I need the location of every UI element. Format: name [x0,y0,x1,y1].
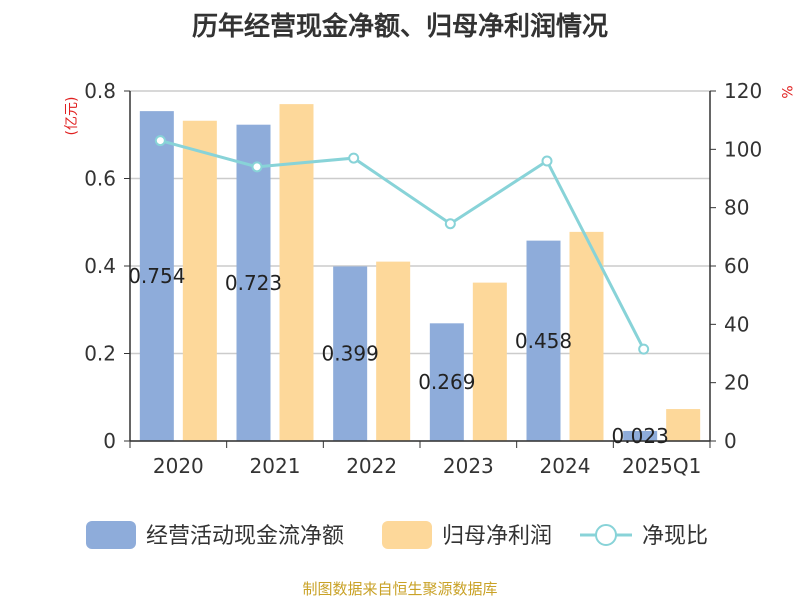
y-right-tick-label: 0 [724,429,737,453]
cashflow-bar [429,323,464,441]
cashflow-data-label: 0.458 [515,329,572,353]
chart-title: 历年经营现金净额、归母净利润情况 [191,12,608,42]
data-labels: 0.754 0.723 0.399 0.269 0.458 0.023 [128,264,669,448]
ratio-point [251,161,263,173]
cashflow-bar [333,266,368,441]
cashflow-bar [623,430,658,441]
net-profit-bar [376,261,411,441]
legend: 经营活动现金流净额 归母净利润 净现比 [86,521,708,549]
x-tick-label: 2024 [540,454,591,478]
x-tick-label: 2025Q1 [622,454,701,478]
legend-label-net-profit: 归母净利润 [442,524,552,549]
y-right-tick-label: 60 [724,254,749,278]
y-left-tick-label: 0 [103,429,116,453]
x-tick-label: 2020 [153,454,204,478]
cashflow-data-label: 0.269 [418,370,475,394]
cashflow-data-label: 0.399 [322,342,379,366]
cashflow-data-label: 0.754 [128,264,185,288]
y-left-tick-label: 0.2 [84,342,116,366]
legend-label-ratio: 净现比 [642,524,708,549]
cashflow-bar [526,240,561,441]
net-profit-bar [569,231,604,441]
ratio-line [154,135,650,355]
cashflow-data-label: 0.023 [612,424,669,448]
net-profit-bar [472,282,507,441]
y-left-unit-label: (亿元) [64,97,80,136]
ratio-point [348,152,360,164]
legend-label-cashflow: 经营活动现金流净额 [146,524,344,549]
y-left-tick-label: 0.4 [84,254,116,278]
y-left-tick-label: 0.8 [84,79,116,103]
net-profit-bar [279,104,314,441]
y-left-tick-label: 0.6 [84,167,116,191]
y-right-tick-label: 120 [724,79,762,103]
ratio-point [444,218,456,230]
net-profit-bar [666,409,701,441]
ratio-polyline [159,139,646,350]
y-right-tick-label: 40 [724,312,749,336]
cashflow-bar [236,124,271,441]
cashflow-data-label: 0.723 [225,271,282,295]
ratio-point [638,343,650,355]
axes: 0 0.2 0.4 0.6 0.8 0 20 40 60 80 100 120 (亿元)% 2020 202… [64,79,794,478]
bars [139,104,701,441]
y-right-unit-label: % [778,85,794,98]
ratio-point [541,155,553,167]
x-tick-label: 2022 [346,454,397,478]
source-footer: 制图数据来自恒生聚源数据库 [302,580,498,598]
legend-marker-ratio [595,524,617,546]
legend-swatch-net-profit [382,521,432,549]
net-profit-bar [182,120,217,441]
y-right-tick-label: 20 [724,371,749,395]
y-right-tick-label: 100 [724,137,762,161]
x-tick-label: 2021 [250,454,301,478]
cashflow-bar [139,111,174,441]
ratio-point [154,135,166,147]
legend-swatch-cashflow [86,521,136,549]
y-right-tick-label: 80 [724,196,749,220]
x-tick-label: 2023 [443,454,494,478]
